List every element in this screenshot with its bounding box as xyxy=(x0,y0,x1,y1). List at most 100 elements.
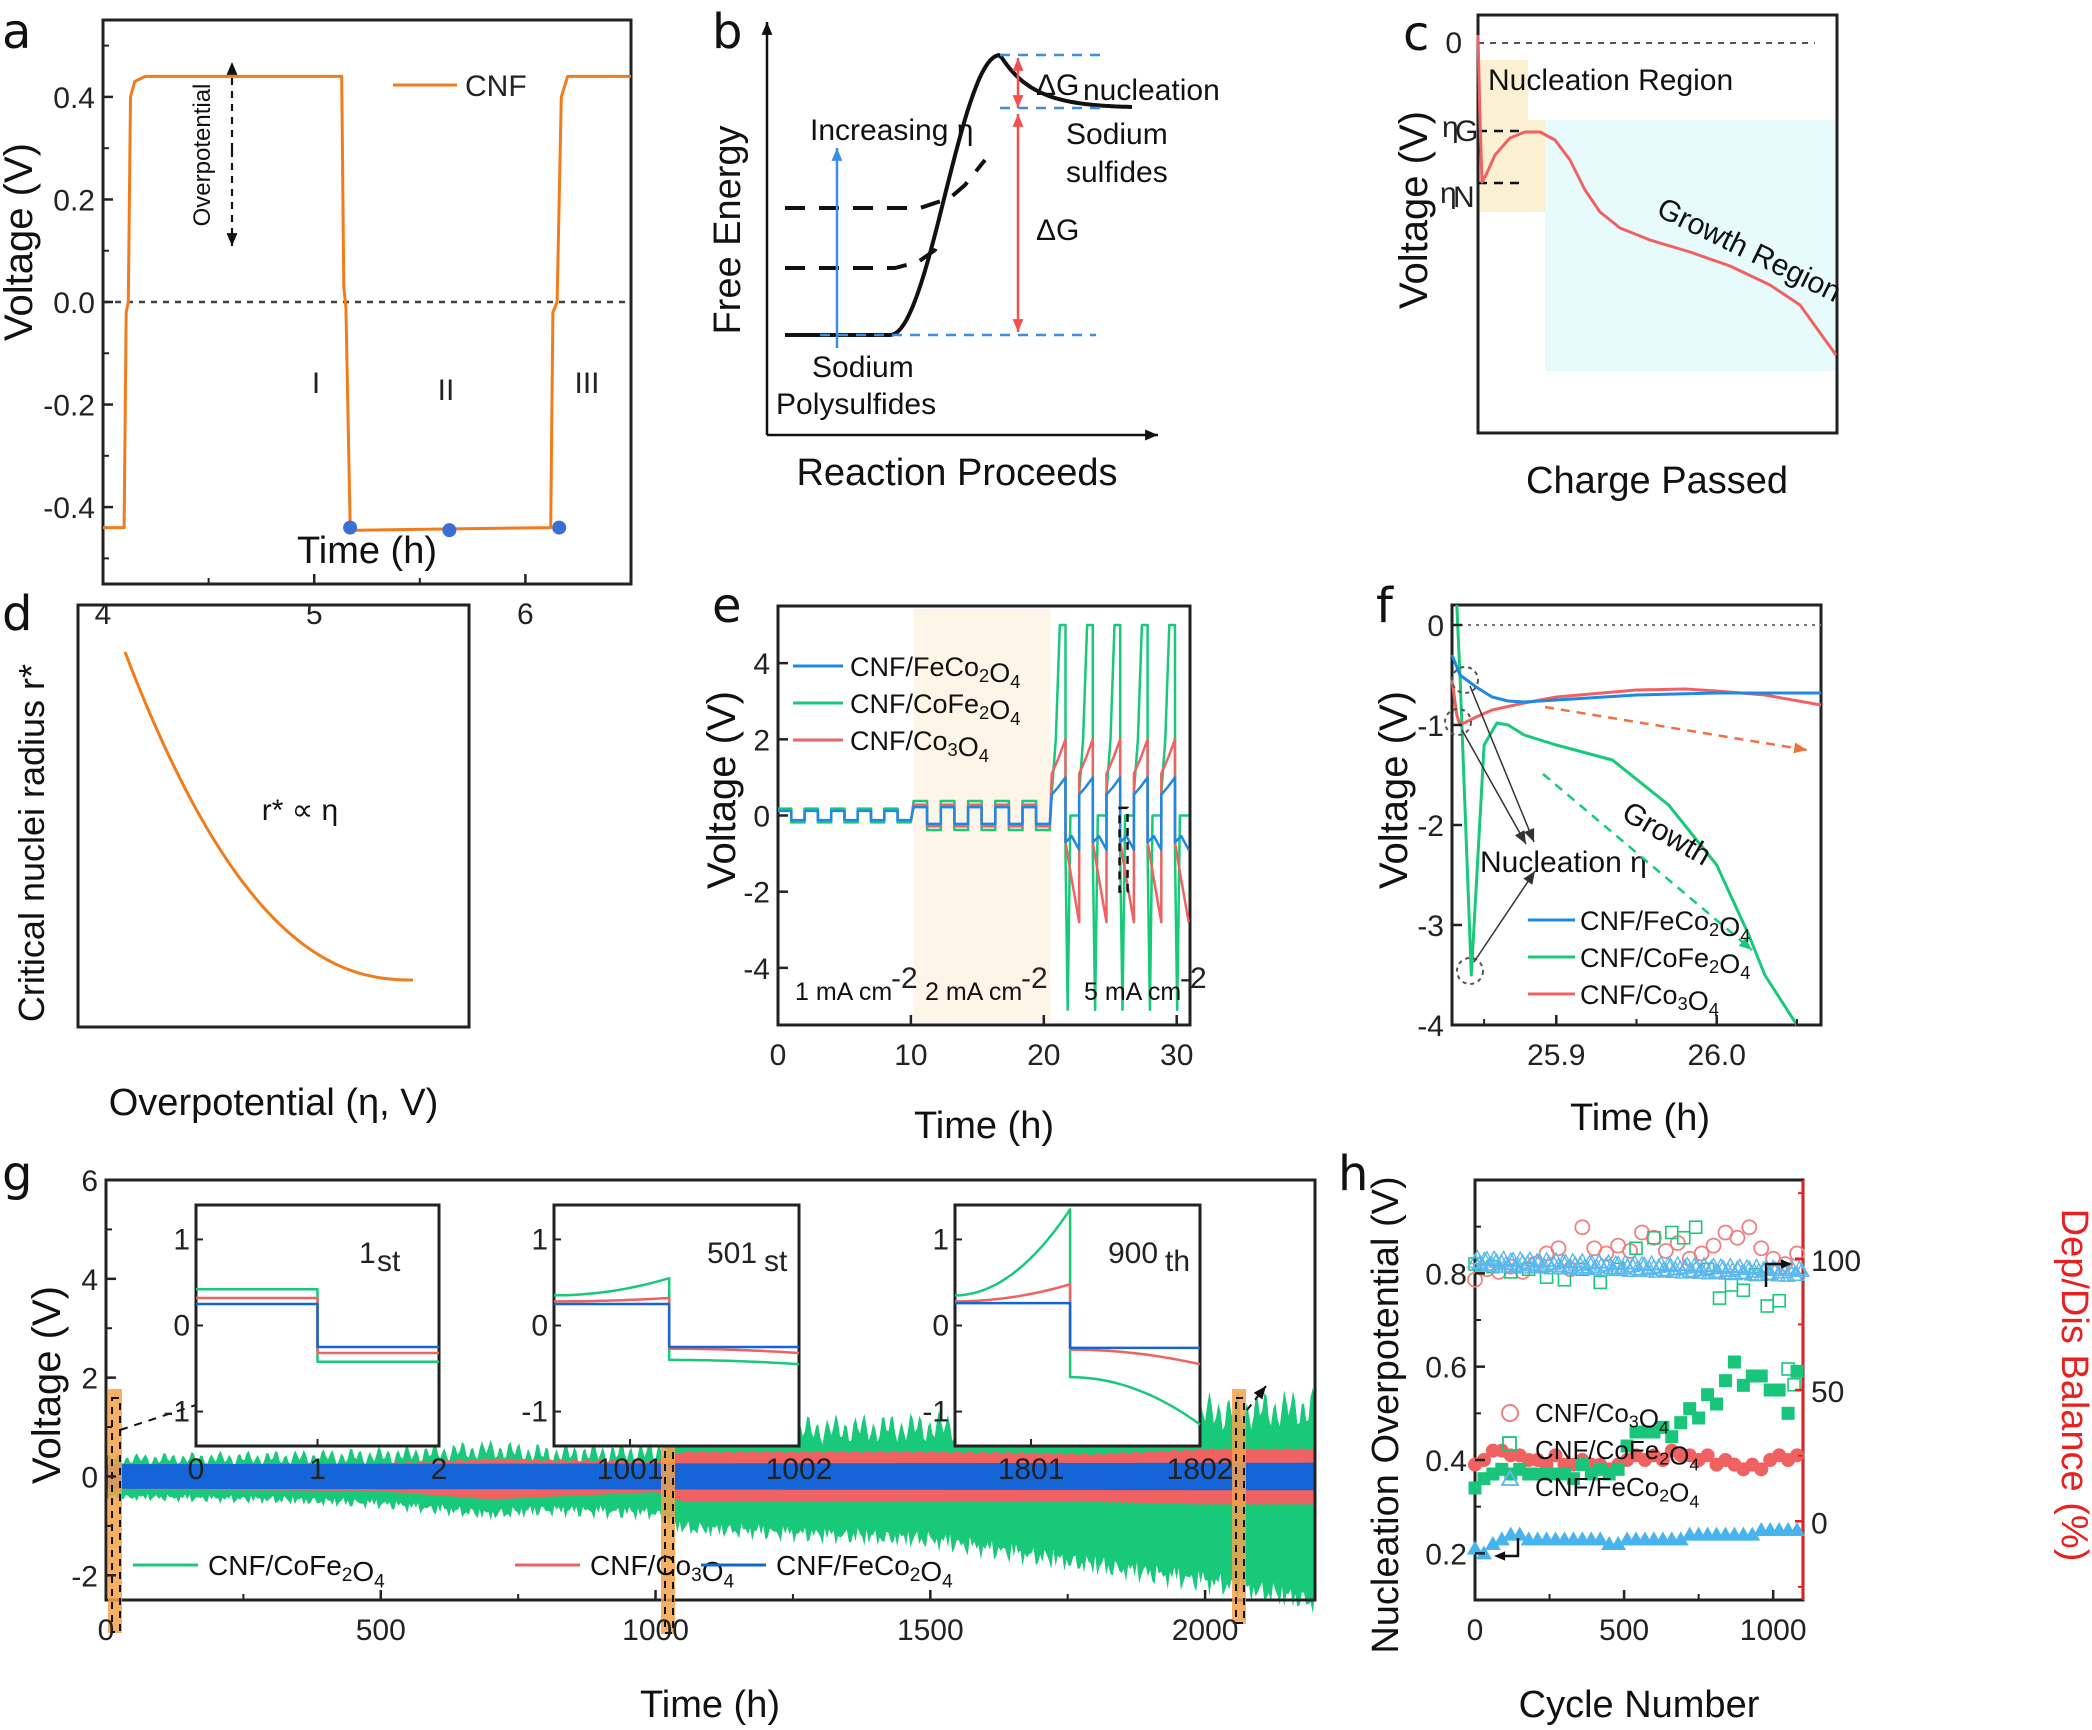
delta-g-nucleation-subscript: nucleation xyxy=(1083,74,1220,107)
marker-open-circle xyxy=(1693,1245,1710,1262)
marker-open-square xyxy=(1787,1377,1801,1392)
legend-marker-circle xyxy=(1501,1404,1519,1422)
marker-filled-triangle xyxy=(1789,1522,1806,1536)
x-tick-label: 0 xyxy=(98,1614,115,1647)
marker-open-triangle xyxy=(1524,1256,1541,1272)
marker-filled-square xyxy=(1566,1472,1580,1486)
legend-label: CNF/FeCo2O4 xyxy=(1580,906,1750,946)
marker-point xyxy=(552,520,567,535)
marker-filled-circle xyxy=(1700,1448,1715,1463)
marker-filled-square xyxy=(1620,1439,1634,1453)
eta-g-label: η xyxy=(1442,111,1459,144)
radius-curve xyxy=(123,651,413,982)
marker-filled-square xyxy=(1790,1364,1804,1378)
marker-open-square xyxy=(1593,1275,1608,1290)
arrow-head-icon xyxy=(1514,830,1526,844)
marker-filled-square xyxy=(1727,1355,1741,1369)
y-tick-label: -1 xyxy=(521,1396,548,1429)
cycle-label: 900 xyxy=(1108,1237,1158,1270)
arrow-head-icon xyxy=(1253,1386,1266,1400)
eta-n-subscript: N xyxy=(1453,181,1475,214)
marker-open-square xyxy=(1736,1283,1751,1298)
marker-open-triangle xyxy=(1660,1256,1677,1272)
stage-label-III: III xyxy=(574,367,599,400)
marker-filled-square xyxy=(1674,1416,1688,1430)
x-tick-label: 0 xyxy=(188,1453,205,1486)
inset-bg xyxy=(955,1205,1200,1446)
plot-frame xyxy=(76,603,471,1029)
legend-label: CNF/FeCo2O4 xyxy=(1535,1472,1699,1511)
y-axis-label: Voltage (V) xyxy=(25,1286,69,1484)
nucleation-region-bg xyxy=(1528,120,1545,212)
marker-open-triangle xyxy=(1602,1259,1620,1275)
y-axis-label: Critical nuclei radius r* xyxy=(11,664,52,1022)
legend-marker-square xyxy=(1502,1436,1517,1451)
eta-g-subscript: G xyxy=(1455,115,1478,148)
y-tick-label: 0.2 xyxy=(1425,1538,1467,1571)
marker-open-circle xyxy=(1741,1219,1758,1236)
y-tick-label: -4 xyxy=(1417,1010,1444,1043)
y-tick-label: 0.6 xyxy=(1425,1352,1467,1385)
marker-open-square xyxy=(1676,1230,1691,1245)
voltage-curve xyxy=(1476,34,1838,356)
x-axis-label: Time (h) xyxy=(914,1105,1054,1147)
x-axis-label: Charge Passed xyxy=(1526,460,1788,502)
y-tick-label: -3 xyxy=(1417,910,1444,943)
rate-superscript: -2 xyxy=(891,962,918,995)
arrow-head-icon xyxy=(1738,937,1752,950)
cycle-label: 1 xyxy=(359,1237,376,1270)
marker-filled-circle xyxy=(1754,1462,1769,1477)
arrow-head-icon xyxy=(1524,828,1535,842)
marker-open-square xyxy=(1772,1293,1786,1308)
product-label: sulfides xyxy=(1066,156,1168,189)
arrow-head-icon xyxy=(1012,58,1024,71)
right-y-tick-label: 0 xyxy=(1811,1507,1828,1540)
legend-label: CNF/CoFe2O4 xyxy=(1580,943,1750,983)
marker-open-circle xyxy=(1789,1245,1805,1262)
arrow-head-icon xyxy=(1012,319,1024,332)
marker-filled-triangle xyxy=(1610,1536,1627,1550)
x-tick-label: 5 xyxy=(306,598,323,631)
marker-open-triangle xyxy=(1712,1257,1729,1273)
y-axis-label: Free Energy xyxy=(707,125,749,334)
nucleation-circle xyxy=(1451,666,1479,694)
marker-open-triangle xyxy=(1550,1257,1567,1273)
x-axis-label: Time (h) xyxy=(640,1684,780,1726)
green-trend-arrow xyxy=(1542,773,1753,951)
right-y-tick-label: 100 xyxy=(1811,1245,1861,1278)
marker-open-triangle xyxy=(1512,1250,1529,1266)
cycle-label-suffix: st xyxy=(377,1245,401,1278)
legend-label: CNF/Co3O4 xyxy=(850,726,989,766)
y-axis-label: Voltage (V) xyxy=(1372,691,1416,889)
legend-label: CNF/CoFe2O4 xyxy=(208,1550,385,1592)
inset-series-line xyxy=(554,1302,799,1349)
x-tick-label: 26.0 xyxy=(1688,1039,1746,1072)
legend-label: CNF/Co3O4 xyxy=(1535,1398,1669,1437)
y-tick-label: 2 xyxy=(81,1363,98,1396)
x-axis-label: Cycle Number xyxy=(1519,1684,1760,1726)
marker-open-square xyxy=(1688,1220,1703,1235)
marker-open-circle xyxy=(1753,1240,1770,1257)
marker-open-square xyxy=(1724,1278,1739,1292)
nucleation-pointer xyxy=(1473,870,1536,963)
y-tick-label: -2 xyxy=(71,1560,98,1593)
marker-open-square xyxy=(1647,1230,1661,1245)
y-tick-label: -1 xyxy=(163,1396,190,1429)
y-axis-label: Voltage (V) xyxy=(0,143,41,341)
rate-superscript: -2 xyxy=(1180,962,1207,995)
marker-open-triangle xyxy=(1717,1264,1734,1280)
panel-label: d xyxy=(2,586,32,642)
marker-open-circle xyxy=(1574,1219,1591,1236)
inset-series-line xyxy=(196,1302,439,1349)
legend-label: CNF/CoFe2O4 xyxy=(1535,1435,1699,1474)
nucleation-circle xyxy=(1444,708,1472,736)
zoom-box xyxy=(1118,806,1129,893)
inset-series-line xyxy=(955,1301,1200,1350)
marker-open-circle xyxy=(1646,1229,1662,1246)
red-trend-arrow xyxy=(1544,705,1808,752)
marker-open-triangle xyxy=(1485,1249,1503,1266)
marker-open-square xyxy=(1760,1299,1775,1313)
arrow-head-icon xyxy=(1523,871,1535,885)
x-axis-label: Overpotential (η, V) xyxy=(109,1082,438,1124)
rate-superscript: -2 xyxy=(1021,962,1048,995)
